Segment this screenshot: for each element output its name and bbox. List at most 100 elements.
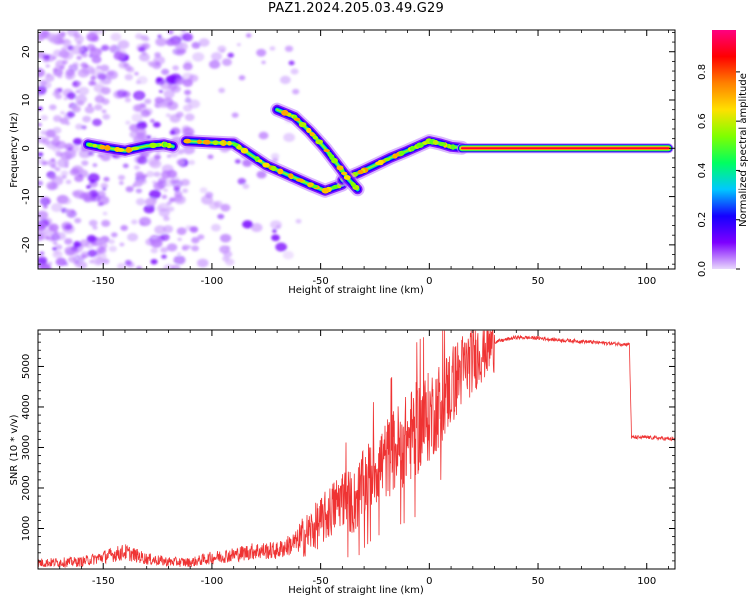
spectrogram-track-peak	[341, 171, 348, 176]
spectrogram-noise-blob	[173, 195, 186, 205]
spectrogram-track-peak	[350, 181, 355, 186]
spectrogram-noise-blob	[101, 219, 111, 227]
spectrogram-noise-blob	[76, 81, 83, 86]
spectrogram-noise-blob	[118, 181, 124, 185]
spectrogram-noise-blob	[81, 160, 89, 166]
spectrogram-noise-blob	[110, 232, 118, 238]
spectrogram-noise-blob	[169, 130, 176, 135]
spectrogram-noise-blob	[92, 163, 98, 167]
snr-x-axis-label: Height of straight line (km)	[288, 585, 424, 596]
spectrogram-x-tick-label: 50	[532, 276, 545, 287]
spectrogram-noise-blob	[133, 165, 141, 170]
spectrogram-noise-blob	[219, 233, 232, 243]
snr-x-tick-label: 0	[426, 576, 432, 587]
spectrogram-noise-blob	[176, 227, 187, 235]
spectrogram-noise-blob	[179, 48, 187, 54]
spectrogram-track-peak	[329, 154, 335, 160]
spectrogram-noise-blob	[167, 206, 175, 212]
spectrogram-noise-blob	[166, 101, 179, 111]
spectrogram-noise-blob	[237, 178, 247, 185]
spectrogram-noise-blob	[217, 45, 227, 53]
snr-x-tick-label: -50	[312, 576, 328, 587]
spectrogram-noise-blob	[42, 57, 50, 63]
spectrogram-noise-blob	[125, 186, 134, 193]
spectrogram-noise-blob	[125, 120, 131, 125]
spectrogram-noise-blob	[188, 159, 196, 166]
spectrogram-noise-blob	[117, 40, 130, 49]
spectrogram-noise-blob	[135, 33, 143, 40]
spectrogram-noise-blob	[148, 61, 156, 67]
spectrogram-noise-blob	[55, 244, 63, 250]
spectrogram-noise-blob	[165, 113, 171, 118]
spectrogram-noise-blob	[161, 68, 170, 75]
spectrogram-noise-blob	[45, 64, 50, 68]
spectrogram-track-peak	[312, 135, 319, 140]
spectrogram-noise-blob	[172, 65, 179, 71]
spectrogram-noise-blob	[163, 216, 170, 222]
spectrogram-noise-blob	[275, 242, 288, 252]
spectrogram-track-peak	[99, 144, 106, 150]
spectrogram-noise-blob	[145, 197, 157, 207]
spectrogram-noise-blob	[181, 244, 190, 251]
snr-y-tick-label: 1000	[21, 516, 32, 541]
spectrogram-noise-blob	[38, 231, 48, 241]
spectrogram-noise-blob	[258, 131, 269, 140]
spectrogram-noise-blob	[139, 103, 146, 108]
spectrogram-y-axis-label: Frequency (Hz)	[9, 112, 20, 188]
spectrogram-noise-blob	[131, 113, 144, 123]
spectrogram-noise-blob	[39, 251, 45, 255]
spectrogram-noise-blob	[124, 73, 134, 81]
spectrogram-track-peak	[294, 117, 301, 122]
spectrogram-noise-blob	[63, 97, 68, 101]
spectrogram-noise-blob	[162, 225, 174, 234]
spectrogram-noise-blob	[135, 188, 143, 194]
spectrogram-noise-blob	[191, 41, 201, 49]
spectrogram-noise-blob	[91, 55, 102, 64]
spectrogram-track-peak	[270, 165, 277, 172]
spectrogram-noise-blob	[97, 92, 103, 96]
spectrogram-noise-blob	[182, 188, 189, 193]
spectrogram-noise-blob	[62, 224, 75, 234]
spectrogram-noise-blob	[98, 80, 103, 84]
spectrogram-noise-blob	[138, 178, 147, 185]
spectrogram-noise-blob	[171, 264, 181, 269]
spectrogram-noise-blob	[38, 85, 47, 95]
spectrogram-track-peak	[306, 127, 312, 133]
spectrogram-noise-blob	[236, 43, 241, 47]
snr-plot: -150 -100 -50 0 50 100 1000 2000 3000 4000 5000 H…	[9, 329, 676, 596]
spectrogram-noise-blob	[108, 245, 117, 253]
spectrogram-noise-blob	[279, 75, 291, 85]
spectrogram-noise-blob	[71, 190, 80, 197]
spectrogram-track-peak	[149, 142, 158, 149]
spectrogram-noise-blob	[81, 125, 87, 130]
spectrogram-noise-blob	[180, 30, 187, 33]
snr-x-tick-label: -150	[92, 576, 115, 587]
spectrogram-noise-blob	[146, 170, 155, 178]
spectrogram-noise-blob	[181, 33, 193, 42]
spectrogram-noise-blob	[38, 256, 48, 265]
spectrogram-noise-blob	[87, 173, 100, 183]
spectrogram-noise-blob	[52, 247, 57, 251]
spectrogram-track-peak	[307, 182, 314, 187]
spectrogram-noise-blob	[222, 255, 230, 262]
spectrogram-noise-blob	[140, 109, 151, 118]
spectrogram-track-peak	[131, 146, 140, 151]
spectrogram-noise-blob	[66, 111, 76, 118]
spectrogram-noise-blob	[39, 263, 52, 269]
spectrogram-noise-blob	[184, 113, 195, 122]
spectrogram-noise-blob	[126, 66, 135, 73]
spectrogram-noise-blob	[292, 88, 300, 95]
spectrogram-noise-blob	[65, 68, 75, 77]
spectrogram-noise-blob	[159, 101, 169, 109]
spectrogram-noise-blob	[75, 123, 84, 130]
colorbar-label: Normalized spectral amplitude	[738, 73, 749, 227]
spectrogram-noise-blob	[184, 89, 192, 96]
spectrogram-noise-blob	[79, 239, 90, 247]
spectrogram-noise-blob	[155, 77, 166, 86]
spectrogram-noise-blob	[134, 71, 139, 76]
spectrogram-frame	[37, 29, 676, 270]
spectrogram-noise-blob	[101, 44, 110, 51]
spectrogram-noise-blob	[158, 89, 164, 93]
spectrogram-noise-blob	[74, 174, 84, 183]
spectrogram-noise-blob	[38, 123, 42, 127]
